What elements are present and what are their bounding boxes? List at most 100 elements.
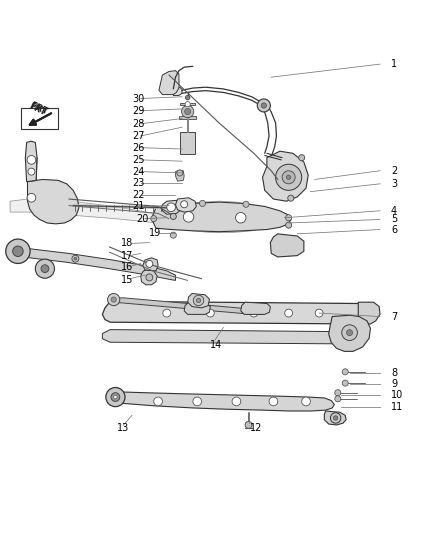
Circle shape (299, 155, 305, 161)
Polygon shape (176, 198, 196, 212)
Circle shape (167, 203, 176, 212)
Circle shape (245, 422, 252, 429)
Circle shape (335, 390, 341, 396)
Polygon shape (173, 87, 182, 95)
Text: 17: 17 (121, 251, 134, 261)
Text: 25: 25 (132, 155, 145, 165)
Circle shape (114, 395, 117, 399)
Circle shape (163, 309, 171, 317)
Text: 27: 27 (132, 131, 145, 141)
Circle shape (185, 95, 190, 100)
Circle shape (72, 255, 79, 262)
Text: 21: 21 (132, 201, 145, 212)
Circle shape (41, 265, 49, 272)
Polygon shape (159, 71, 179, 94)
Polygon shape (102, 329, 367, 344)
Text: 12: 12 (250, 423, 262, 433)
Text: 10: 10 (391, 390, 403, 400)
Circle shape (285, 309, 293, 317)
Polygon shape (324, 411, 346, 425)
Circle shape (261, 103, 266, 108)
Polygon shape (110, 298, 267, 314)
Circle shape (13, 246, 23, 256)
Circle shape (286, 222, 292, 228)
Text: 29: 29 (132, 106, 145, 116)
Text: 8: 8 (391, 368, 397, 378)
Circle shape (243, 201, 249, 207)
Circle shape (236, 213, 246, 223)
Text: 20: 20 (136, 214, 148, 224)
Circle shape (111, 297, 116, 302)
Circle shape (6, 239, 30, 263)
Polygon shape (102, 301, 372, 324)
Polygon shape (180, 103, 195, 106)
Polygon shape (111, 392, 334, 411)
Polygon shape (10, 199, 284, 232)
Polygon shape (162, 200, 180, 214)
Circle shape (335, 396, 341, 402)
Circle shape (181, 201, 187, 208)
Circle shape (146, 261, 153, 268)
Text: FRT: FRT (27, 102, 47, 117)
Circle shape (333, 416, 338, 420)
Circle shape (250, 309, 258, 317)
Circle shape (276, 164, 302, 190)
Text: 9: 9 (391, 379, 397, 389)
Text: 11: 11 (391, 402, 403, 411)
Circle shape (108, 294, 120, 305)
Text: 3: 3 (391, 179, 397, 189)
Polygon shape (21, 108, 58, 130)
Circle shape (199, 200, 205, 206)
Polygon shape (10, 247, 176, 280)
Circle shape (170, 213, 177, 220)
Text: 15: 15 (121, 276, 134, 286)
Text: 5: 5 (391, 214, 397, 224)
Text: 13: 13 (117, 423, 129, 433)
Circle shape (232, 397, 241, 406)
Text: 24: 24 (132, 167, 145, 176)
Circle shape (74, 257, 77, 260)
Circle shape (28, 168, 35, 175)
Text: 6: 6 (391, 224, 397, 235)
Text: 1: 1 (391, 59, 397, 69)
Circle shape (193, 295, 204, 305)
Circle shape (330, 413, 341, 423)
Text: 18: 18 (121, 238, 133, 248)
Polygon shape (358, 302, 380, 324)
Polygon shape (328, 315, 371, 351)
Polygon shape (180, 132, 195, 154)
Circle shape (106, 387, 125, 407)
Circle shape (206, 309, 214, 317)
Polygon shape (184, 302, 210, 314)
Polygon shape (241, 302, 270, 314)
Circle shape (342, 369, 348, 375)
Text: 23: 23 (132, 178, 145, 188)
Circle shape (286, 215, 292, 221)
Circle shape (27, 193, 36, 202)
Circle shape (154, 397, 162, 406)
Circle shape (184, 212, 194, 222)
Text: 4: 4 (391, 206, 397, 216)
Text: 28: 28 (132, 119, 145, 129)
Circle shape (193, 397, 201, 406)
Polygon shape (28, 180, 79, 224)
Text: FRT: FRT (28, 101, 49, 117)
Text: 14: 14 (210, 340, 223, 350)
Polygon shape (25, 141, 37, 182)
Polygon shape (176, 171, 184, 181)
Polygon shape (187, 294, 209, 308)
Polygon shape (270, 234, 304, 257)
Circle shape (177, 170, 183, 176)
Circle shape (342, 380, 348, 386)
Circle shape (185, 109, 191, 115)
Circle shape (170, 232, 177, 238)
Circle shape (35, 259, 54, 278)
Circle shape (257, 99, 270, 112)
Text: 16: 16 (121, 262, 133, 272)
Circle shape (196, 298, 201, 303)
Text: 30: 30 (132, 93, 144, 103)
Circle shape (342, 325, 357, 341)
Text: 2: 2 (391, 166, 397, 176)
Circle shape (282, 171, 295, 184)
Circle shape (27, 156, 36, 164)
